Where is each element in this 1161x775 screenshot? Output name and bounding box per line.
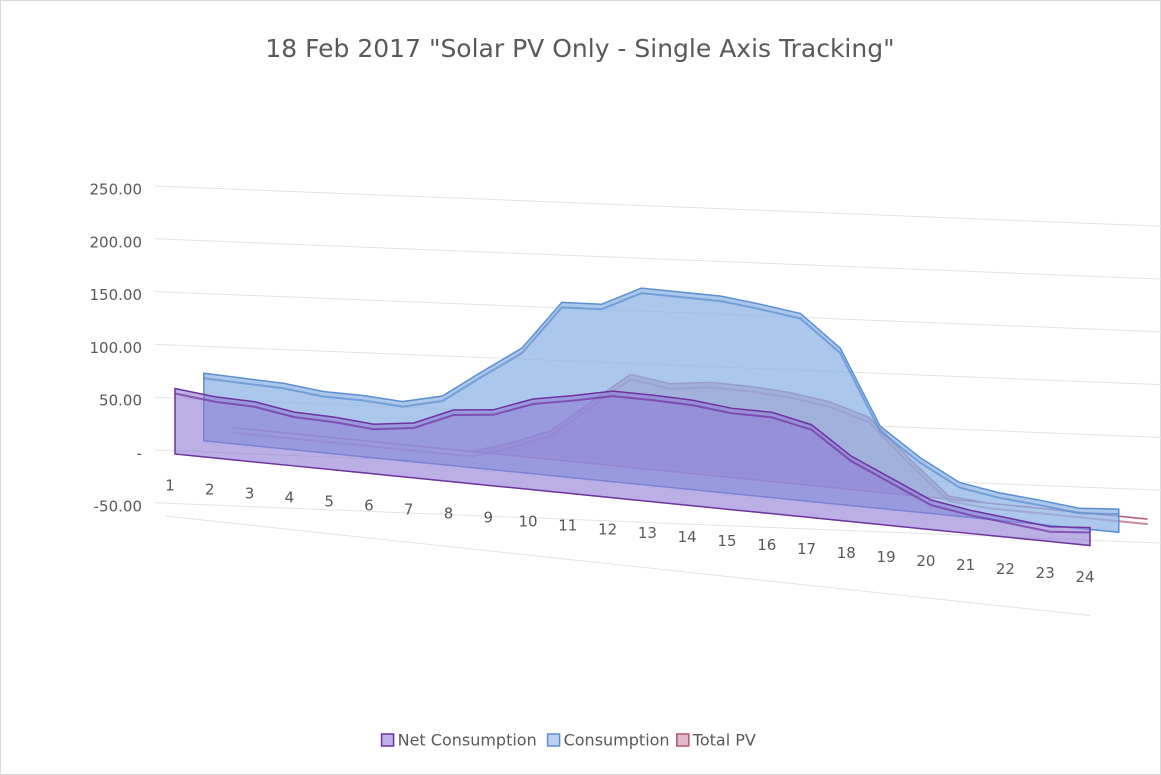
x-tick-label: 21 [956, 556, 975, 574]
x-tick-label: 6 [364, 496, 374, 514]
x-tick-label: 19 [877, 548, 896, 566]
x-tick-label: 5 [324, 492, 334, 510]
y-tick-label: 250.00 [90, 181, 143, 199]
x-tick-label: 4 [285, 488, 295, 506]
x-tick-label: 20 [916, 552, 935, 570]
x-tick-label: 11 [558, 516, 577, 534]
x-tick-label: 3 [245, 484, 255, 502]
x-tick-label: 15 [717, 532, 736, 550]
x-tick-label: 23 [1036, 564, 1055, 582]
legend-label: Total PV [692, 731, 756, 750]
plot-area [174, 287, 1148, 547]
area-edge [203, 292, 1119, 516]
x-tick-label: 16 [757, 536, 776, 554]
x-tick-label: 10 [518, 512, 537, 530]
y-tick-label: 100.00 [90, 339, 143, 357]
floor-line [164, 515, 1091, 616]
x-tick-label: 22 [996, 560, 1015, 578]
legend-swatch [380, 733, 395, 747]
x-tick-label: 18 [837, 544, 856, 562]
legend-label: Net Consumption [398, 731, 537, 750]
x-tick-label: 17 [797, 540, 816, 558]
x-tick-label: 2 [205, 480, 215, 498]
y-tick-label: -50.00 [94, 497, 142, 515]
y-tick-label: 200.00 [90, 233, 143, 251]
grid-line [154, 238, 1161, 280]
y-tick-label: 50.00 [99, 392, 142, 410]
legend-label: Consumption [564, 731, 670, 750]
x-tick-label: 14 [678, 528, 697, 546]
y-tick-label: - [137, 445, 142, 463]
x-tick-label: 1 [165, 477, 175, 495]
chart-title: 18 Feb 2017 "Solar PV Only - Single Axis… [265, 34, 894, 63]
x-tick-label: 12 [598, 520, 617, 538]
x-tick-label: 13 [638, 524, 657, 542]
x-tick-label: 24 [1075, 568, 1094, 586]
y-tick-label: 150.00 [90, 286, 143, 304]
grid-line [154, 185, 1161, 227]
legend-swatch [546, 733, 561, 747]
x-tick-label: 8 [444, 504, 454, 522]
legend-swatch [676, 733, 690, 747]
x-tick-label: 7 [404, 500, 414, 518]
area-edge [174, 392, 1091, 534]
x-tick-label: 9 [483, 508, 493, 526]
